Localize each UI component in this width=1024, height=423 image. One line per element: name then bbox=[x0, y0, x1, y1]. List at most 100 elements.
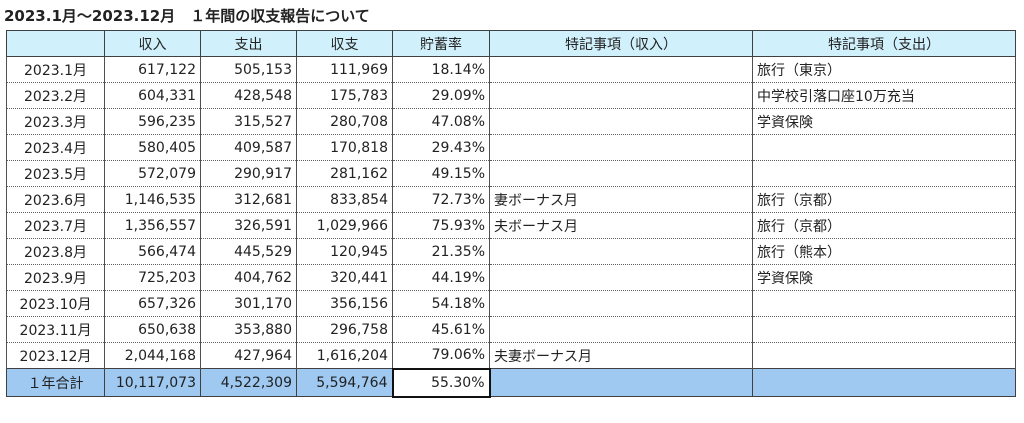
income-cell[interactable]: 1,146,535 bbox=[104, 186, 201, 213]
total-note-income-cell[interactable] bbox=[489, 368, 753, 397]
note-income-cell[interactable] bbox=[489, 108, 753, 135]
month-cell[interactable]: 2023.8月 bbox=[6, 238, 105, 265]
income-cell[interactable]: 617,122 bbox=[104, 56, 201, 83]
month-cell[interactable]: 2023.9月 bbox=[6, 264, 105, 291]
note-expense-cell[interactable] bbox=[752, 134, 1016, 161]
note-expense-cell[interactable] bbox=[752, 290, 1016, 317]
header-cell-note-income[interactable]: 特記事項（収入） bbox=[489, 30, 753, 57]
savings-rate-cell[interactable]: 47.08% bbox=[392, 108, 490, 135]
note-expense-cell[interactable]: 学資保険 bbox=[752, 108, 1016, 135]
expense-cell[interactable]: 404,762 bbox=[200, 264, 297, 291]
expense-cell[interactable]: 353,880 bbox=[200, 316, 297, 343]
note-income-cell[interactable] bbox=[489, 56, 753, 83]
balance-cell[interactable]: 175,783 bbox=[296, 82, 393, 109]
month-cell[interactable]: 2023.2月 bbox=[6, 82, 105, 109]
savings-rate-cell[interactable]: 75.93% bbox=[392, 212, 490, 239]
income-cell[interactable]: 596,235 bbox=[104, 108, 201, 135]
total-rate-cell-selected[interactable]: 55.30% bbox=[391, 367, 491, 398]
note-expense-cell[interactable] bbox=[752, 342, 1016, 369]
income-cell[interactable]: 572,079 bbox=[104, 160, 201, 187]
income-cell[interactable]: 650,638 bbox=[104, 316, 201, 343]
note-income-cell[interactable] bbox=[489, 264, 753, 291]
savings-rate-cell[interactable]: 54.18% bbox=[392, 290, 490, 317]
income-cell[interactable]: 1,356,557 bbox=[104, 212, 201, 239]
header-cell-expense[interactable]: 支出 bbox=[200, 30, 297, 57]
balance-cell[interactable]: 281,162 bbox=[296, 160, 393, 187]
note-income-cell[interactable] bbox=[489, 316, 753, 343]
note-expense-cell[interactable]: 旅行（京都） bbox=[752, 212, 1016, 239]
note-income-cell[interactable]: 妻ボーナス月 bbox=[489, 186, 753, 213]
month-cell[interactable]: 2023.5月 bbox=[6, 160, 105, 187]
expense-cell[interactable]: 427,964 bbox=[200, 342, 297, 369]
note-income-cell[interactable] bbox=[489, 82, 753, 109]
header-cell-note-expense[interactable]: 特記事項（支出） bbox=[752, 30, 1016, 57]
balance-cell[interactable]: 1,616,204 bbox=[296, 342, 393, 369]
expense-cell[interactable]: 428,548 bbox=[200, 82, 297, 109]
expense-cell[interactable]: 409,587 bbox=[200, 134, 297, 161]
savings-rate-cell[interactable]: 72.73% bbox=[392, 186, 490, 213]
savings-rate-cell[interactable]: 49.15% bbox=[392, 160, 490, 187]
income-cell[interactable]: 2,044,168 bbox=[104, 342, 201, 369]
expense-cell[interactable]: 505,153 bbox=[200, 56, 297, 83]
note-expense-cell[interactable]: 旅行（東京） bbox=[752, 56, 1016, 83]
balance-cell[interactable]: 1,029,966 bbox=[296, 212, 393, 239]
income-cell[interactable]: 580,405 bbox=[104, 134, 201, 161]
income-cell[interactable]: 604,331 bbox=[104, 82, 201, 109]
note-expense-cell[interactable]: 旅行（熊本） bbox=[752, 238, 1016, 265]
month-cell[interactable]: 2023.11月 bbox=[6, 316, 105, 343]
header-cell-savings-rate[interactable]: 貯蓄率 bbox=[392, 30, 490, 57]
expense-cell[interactable]: 315,527 bbox=[200, 108, 297, 135]
expense-cell[interactable]: 301,170 bbox=[200, 290, 297, 317]
total-label-cell[interactable]: １年合計 bbox=[6, 368, 105, 397]
total-note-expense-cell[interactable] bbox=[752, 368, 1016, 397]
income-cell[interactable]: 566,474 bbox=[104, 238, 201, 265]
expense-cell[interactable]: 312,681 bbox=[200, 186, 297, 213]
table-row: 2023.3月 596,235 315,527 280,708 47.08% 学資保険 bbox=[6, 108, 1016, 135]
month-cell[interactable]: 2023.3月 bbox=[6, 108, 105, 135]
savings-rate-cell[interactable]: 21.35% bbox=[392, 238, 490, 265]
note-income-cell[interactable] bbox=[489, 290, 753, 317]
month-cell[interactable]: 2023.1月 bbox=[6, 56, 105, 83]
savings-rate-cell[interactable]: 29.43% bbox=[392, 134, 490, 161]
note-income-cell[interactable]: 夫妻ボーナス月 bbox=[489, 342, 753, 369]
expense-cell[interactable]: 445,529 bbox=[200, 238, 297, 265]
balance-cell[interactable]: 170,818 bbox=[296, 134, 393, 161]
month-cell[interactable]: 2023.4月 bbox=[6, 134, 105, 161]
note-expense-cell[interactable]: 学資保険 bbox=[752, 264, 1016, 291]
month-cell[interactable]: 2023.7月 bbox=[6, 212, 105, 239]
note-expense-cell[interactable] bbox=[752, 160, 1016, 187]
month-cell[interactable]: 2023.12月 bbox=[6, 342, 105, 369]
expense-cell[interactable]: 326,591 bbox=[200, 212, 297, 239]
month-cell[interactable]: 2023.10月 bbox=[6, 290, 105, 317]
total-balance-cell[interactable]: 5,594,764 bbox=[296, 368, 393, 397]
header-cell-balance[interactable]: 収支 bbox=[296, 30, 393, 57]
note-income-cell[interactable] bbox=[489, 134, 753, 161]
balance-cell[interactable]: 296,758 bbox=[296, 316, 393, 343]
savings-rate-cell[interactable]: 45.61% bbox=[392, 316, 490, 343]
income-cell[interactable]: 725,203 bbox=[104, 264, 201, 291]
balance-cell[interactable]: 356,156 bbox=[296, 290, 393, 317]
balance-cell[interactable]: 280,708 bbox=[296, 108, 393, 135]
income-cell[interactable]: 657,326 bbox=[104, 290, 201, 317]
total-expense-cell[interactable]: 4,522,309 bbox=[200, 368, 297, 397]
note-income-cell[interactable] bbox=[489, 160, 753, 187]
note-income-cell[interactable] bbox=[489, 238, 753, 265]
balance-cell[interactable]: 320,441 bbox=[296, 264, 393, 291]
savings-rate-cell[interactable]: 79.06% bbox=[392, 342, 490, 369]
balance-cell[interactable]: 120,945 bbox=[296, 238, 393, 265]
note-expense-cell[interactable]: 中学校引落口座10万充当 bbox=[752, 82, 1016, 109]
header-cell-month[interactable] bbox=[6, 30, 105, 57]
balance-cell[interactable]: 833,854 bbox=[296, 186, 393, 213]
savings-rate-cell[interactable]: 18.14% bbox=[392, 56, 490, 83]
balance-cell[interactable]: 111,969 bbox=[296, 56, 393, 83]
header-cell-income[interactable]: 収入 bbox=[104, 30, 201, 57]
savings-rate-cell[interactable]: 44.19% bbox=[392, 264, 490, 291]
note-income-cell[interactable]: 夫ボーナス月 bbox=[489, 212, 753, 239]
table-row: 2023.9月 725,203 404,762 320,441 44.19% 学資保険 bbox=[6, 264, 1016, 291]
note-expense-cell[interactable] bbox=[752, 316, 1016, 343]
total-income-cell[interactable]: 10,117,073 bbox=[104, 368, 201, 397]
savings-rate-cell[interactable]: 29.09% bbox=[392, 82, 490, 109]
expense-cell[interactable]: 290,917 bbox=[200, 160, 297, 187]
month-cell[interactable]: 2023.6月 bbox=[6, 186, 105, 213]
note-expense-cell[interactable]: 旅行（京都） bbox=[752, 186, 1016, 213]
